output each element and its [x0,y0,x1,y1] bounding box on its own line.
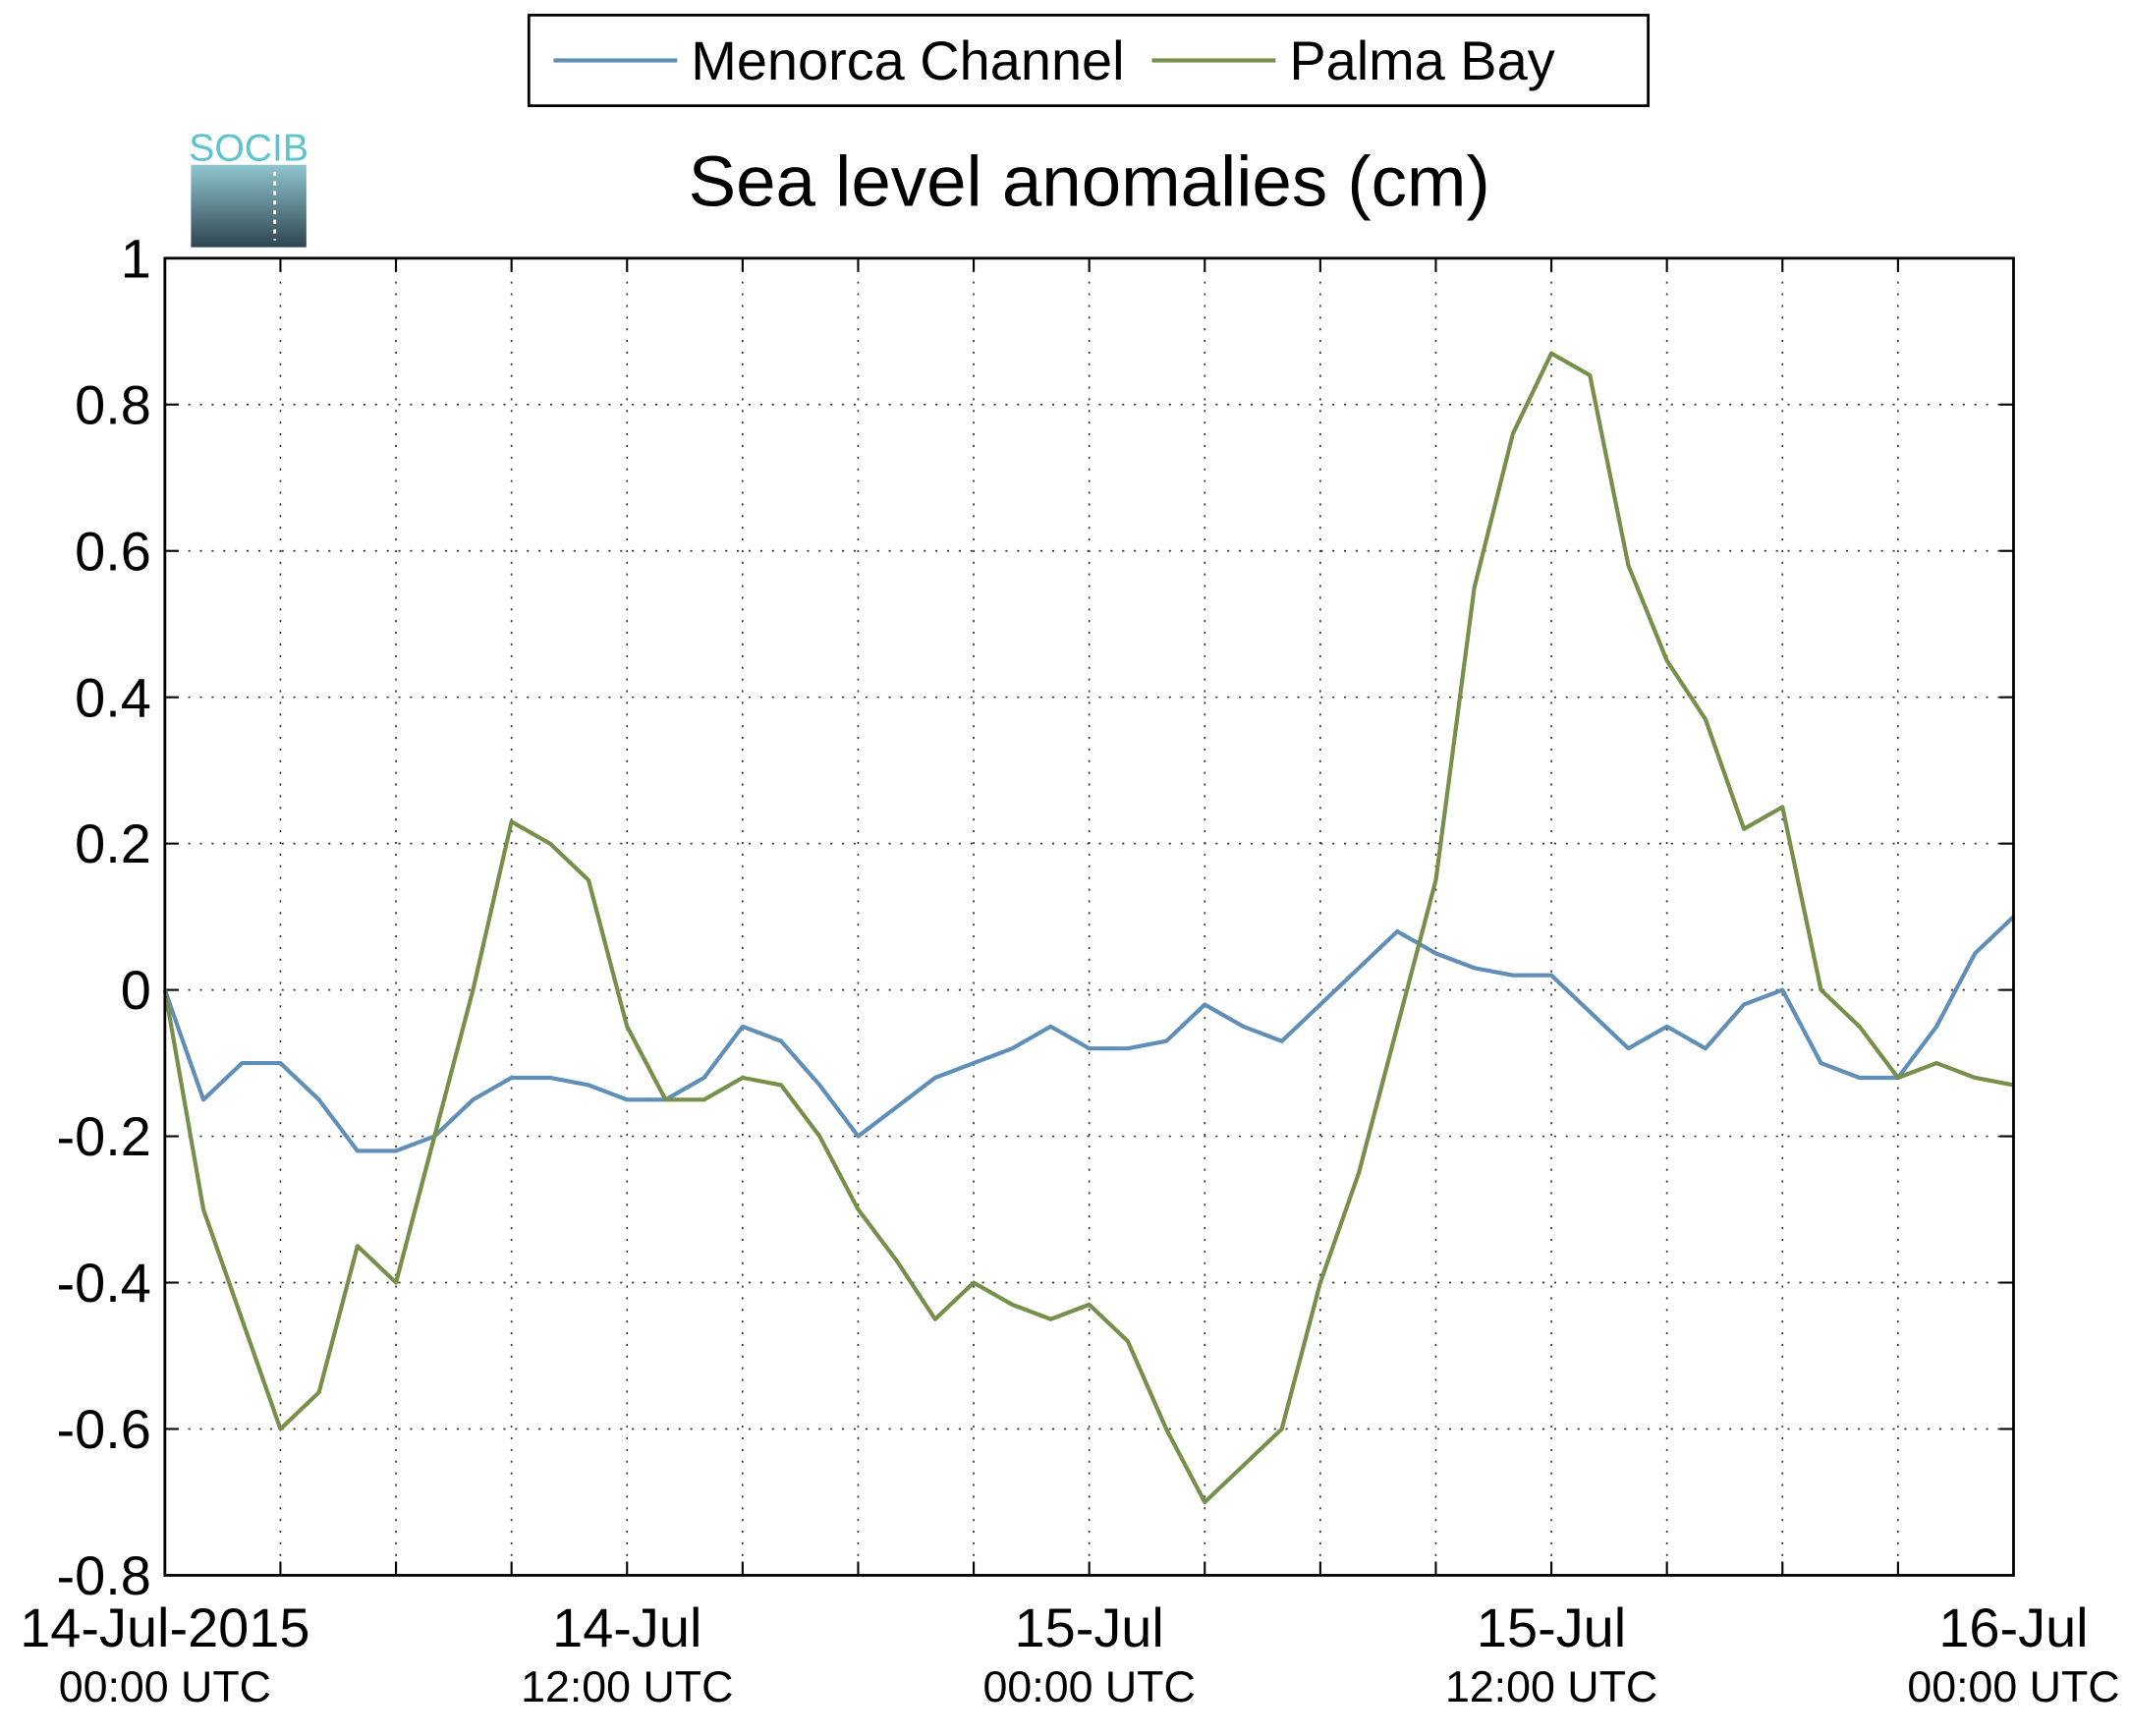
y-tick-label: 0.6 [75,520,151,582]
x-tick-sublabel: 12:00 UTC [1445,1663,1657,1711]
legend-label: Menorca Channel [691,29,1124,91]
x-tick-label: 15-Jul [1477,1596,1626,1658]
chart-title: Sea level anomalies (cm) [689,142,1490,222]
y-tick-label: -0.6 [57,1398,151,1460]
x-tick-sublabel: 00:00 UTC [59,1663,271,1711]
series-line [162,915,2015,1153]
y-tick-label: -0.8 [57,1544,151,1606]
plot-area [164,257,2014,1576]
logo: SOCIB [189,128,308,248]
plot-frame [163,256,2015,1577]
legend: Menorca Channel Palma Bay [527,13,1651,108]
y-tick-label: 0.4 [75,666,151,728]
x-tick-label: 15-Jul [1015,1596,1164,1658]
logo-text: SOCIB [189,128,308,170]
y-tick-label: -0.4 [57,1252,151,1314]
logo-wave [191,164,307,248]
y-tick-label: 0.8 [75,373,151,435]
series-line [162,351,2014,1505]
legend-box [527,13,1651,108]
x-tick-sublabel: 00:00 UTC [1907,1663,2119,1711]
x-tick-label: 16-Jul [1938,1596,2088,1658]
y-tick-label: -0.2 [57,1105,151,1167]
x-tick-sublabel: 00:00 UTC [983,1663,1196,1711]
x-tick-sublabel: 12:00 UTC [521,1663,733,1711]
y-tick-label: 0 [121,959,151,1021]
legend-label: Palma Bay [1289,29,1554,91]
y-tick-label: 1 [121,227,151,289]
x-tick-label: 14-Jul [552,1596,701,1658]
y-tick-label: 0.2 [75,812,151,874]
x-tick-label: 14-Jul-2015 [20,1596,309,1658]
